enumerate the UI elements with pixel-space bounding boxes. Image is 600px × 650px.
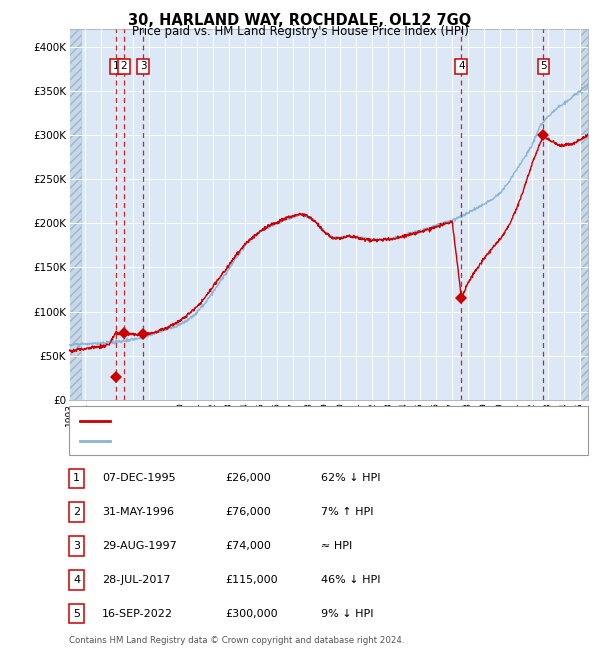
Text: £74,000: £74,000: [225, 541, 271, 551]
Text: £76,000: £76,000: [225, 507, 271, 517]
Text: 62% ↓ HPI: 62% ↓ HPI: [321, 473, 380, 484]
Text: 29-AUG-1997: 29-AUG-1997: [102, 541, 177, 551]
Text: £300,000: £300,000: [225, 608, 278, 619]
Text: 30, HARLAND WAY, ROCHDALE, OL12 7GQ: 30, HARLAND WAY, ROCHDALE, OL12 7GQ: [128, 13, 472, 28]
Bar: [69, 29, 81, 400]
Text: 7% ↑ HPI: 7% ↑ HPI: [321, 507, 373, 517]
Text: 1: 1: [73, 473, 80, 484]
Text: Contains HM Land Registry data © Crown copyright and database right 2024.: Contains HM Land Registry data © Crown c…: [69, 636, 404, 645]
Text: Price paid vs. HM Land Registry's House Price Index (HPI): Price paid vs. HM Land Registry's House …: [131, 25, 469, 38]
Text: 31-MAY-1996: 31-MAY-1996: [102, 507, 174, 517]
Text: 1: 1: [112, 61, 119, 72]
Text: 3: 3: [140, 61, 147, 72]
Text: 2: 2: [73, 507, 80, 517]
Text: HPI: Average price, detached house, Rochdale: HPI: Average price, detached house, Roch…: [114, 436, 355, 447]
Text: ≈ HPI: ≈ HPI: [321, 541, 352, 551]
Text: 4: 4: [73, 575, 80, 585]
Text: £115,000: £115,000: [225, 575, 278, 585]
Text: 9% ↓ HPI: 9% ↓ HPI: [321, 608, 373, 619]
Text: 4: 4: [458, 61, 464, 72]
Text: 5: 5: [540, 61, 547, 72]
Text: 07-DEC-1995: 07-DEC-1995: [102, 473, 176, 484]
Text: 2: 2: [121, 61, 127, 72]
Text: £26,000: £26,000: [225, 473, 271, 484]
Bar: [580, 29, 588, 400]
Text: 28-JUL-2017: 28-JUL-2017: [102, 575, 170, 585]
Text: 16-SEP-2022: 16-SEP-2022: [102, 608, 173, 619]
Text: 30, HARLAND WAY, ROCHDALE, OL12 7GQ (detached house): 30, HARLAND WAY, ROCHDALE, OL12 7GQ (det…: [114, 416, 430, 426]
Text: 5: 5: [73, 608, 80, 619]
Text: 3: 3: [73, 541, 80, 551]
Text: 46% ↓ HPI: 46% ↓ HPI: [321, 575, 380, 585]
